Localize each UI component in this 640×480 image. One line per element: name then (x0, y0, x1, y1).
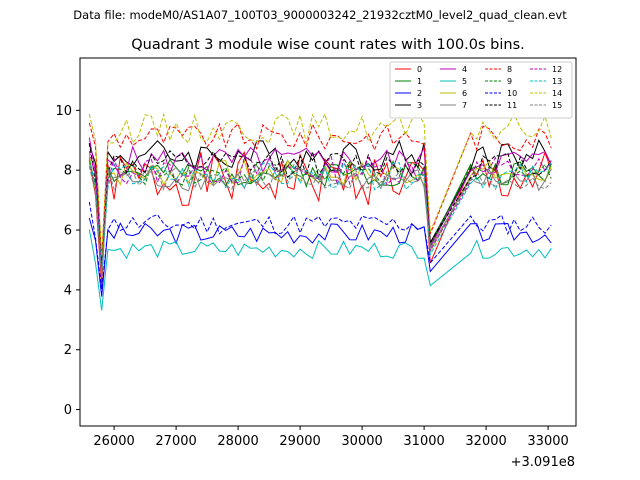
legend-label: 10 (507, 89, 517, 98)
chart-suptitle: Data file: modeM0/AS1A07_100T03_90000032… (73, 8, 567, 22)
x-tick-label: 30000 (341, 434, 382, 449)
series-line-module-14 (88, 112, 552, 256)
legend-label: 4 (462, 65, 467, 74)
legend-box (389, 61, 573, 119)
series-line-module-8 (88, 122, 552, 259)
legend-label: 14 (552, 89, 562, 98)
y-tick-label: 2 (64, 343, 72, 358)
y-tick-label: 4 (64, 283, 72, 298)
legend-label: 0 (417, 65, 422, 74)
plot-area (79, 57, 577, 427)
series-line-module-3 (88, 138, 552, 266)
chart-title: Quadrant 3 module wise count rates with … (131, 37, 525, 53)
legend-label: 11 (507, 101, 517, 110)
legend-label: 5 (462, 77, 467, 86)
series-line-module-4 (88, 137, 552, 267)
y-tick-label: 10 (55, 104, 72, 119)
y-tick-label: 0 (64, 403, 72, 418)
legend-label: 6 (462, 89, 467, 98)
axes-frame (79, 57, 577, 427)
legend-label: 1 (417, 77, 422, 86)
series-line-module-11 (88, 142, 552, 268)
x-tick-label: 31000 (403, 434, 444, 449)
series-line-module-5 (88, 229, 552, 311)
legend-label: 13 (552, 77, 562, 86)
y-tick-label: 8 (64, 164, 72, 179)
series-line-module-12 (88, 150, 552, 272)
legend-label: 8 (507, 65, 512, 74)
x-axis: 26000 27000 28000 29000 30000 31000 32000 33000 (93, 426, 569, 449)
series-line-module-15 (88, 166, 552, 278)
series-line-module-7 (88, 162, 552, 276)
x-tick-label: 27000 (155, 434, 196, 449)
x-tick-label: 29000 (279, 434, 320, 449)
x-tick-label: 33000 (527, 434, 568, 449)
x-tick-label: 32000 (465, 434, 506, 449)
legend-label: 7 (462, 101, 467, 110)
legend-label: 3 (417, 101, 422, 110)
series-line-module-13 (88, 159, 552, 273)
x-tick-label: 26000 (93, 434, 134, 449)
y-tick-label: 6 (64, 224, 72, 239)
series-line-module-2 (88, 217, 552, 297)
series-line-module-9 (88, 159, 552, 267)
y-axis: 0 2 4 6 8 10 (55, 104, 80, 418)
legend-label: 15 (552, 101, 562, 110)
legend-label: 2 (417, 89, 422, 98)
x-offset-label: +3.091e8 (511, 455, 575, 470)
x-tick-label: 28000 (217, 434, 258, 449)
legend-label: 9 (507, 77, 512, 86)
series-line-module-10 (88, 201, 552, 290)
legend-label: 12 (552, 65, 562, 74)
series-layer (88, 112, 552, 311)
